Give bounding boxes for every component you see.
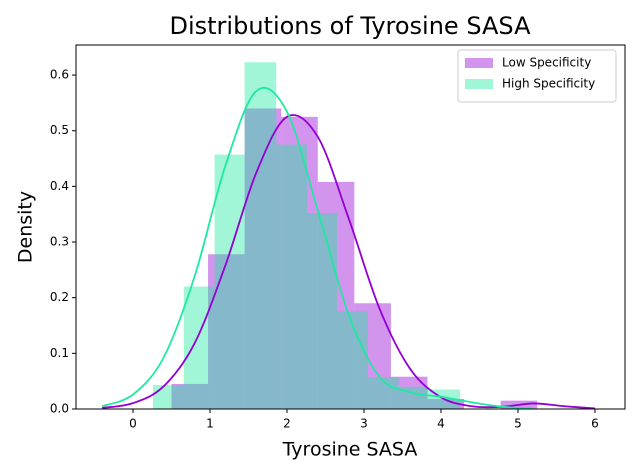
legend-swatch [465, 58, 493, 68]
y-tick-label: 0.3 [50, 235, 69, 249]
legend-label: High Specificity [502, 77, 595, 91]
x-tick-label: 6 [591, 417, 599, 431]
y-tick-label: 0.0 [50, 402, 69, 416]
legend-label: Low Specificity [502, 56, 591, 70]
histogram-bar [244, 62, 277, 410]
y-tick-label: 0.6 [50, 68, 69, 82]
histogram-bar [208, 254, 245, 409]
histogram-bar [427, 398, 465, 409]
histogram-bar [171, 383, 209, 409]
histogram-bar [398, 386, 430, 409]
x-tick-label: 0 [129, 417, 137, 431]
histogram-bar [367, 377, 399, 409]
histogram-bar [306, 213, 338, 409]
x-tick-label: 4 [437, 417, 445, 431]
histogram-bar [276, 144, 307, 410]
y-axis-label: Density [15, 191, 37, 263]
y-tick-label: 0.5 [50, 123, 69, 137]
x-tick-label: 3 [360, 417, 368, 431]
histogram-bar [152, 385, 184, 409]
kde-line [101, 86, 534, 410]
x-tick-label: 1 [206, 417, 214, 431]
legend-swatch [465, 79, 493, 89]
histogram-bar [337, 311, 368, 409]
legend-box [457, 49, 617, 103]
plot-frame [75, 44, 626, 410]
x-axis-label: Tyrosine SASA [282, 439, 418, 461]
histogram-bar [281, 116, 318, 410]
y-tick-label: 0.4 [50, 179, 69, 193]
x-tick-label: 2 [283, 417, 291, 431]
y-tick-label: 0.2 [50, 290, 69, 304]
x-tick-label: 5 [514, 417, 522, 431]
chart-title: Distributions of Tyrosine SASA [169, 12, 531, 40]
y-tick-label: 0.1 [50, 346, 69, 360]
